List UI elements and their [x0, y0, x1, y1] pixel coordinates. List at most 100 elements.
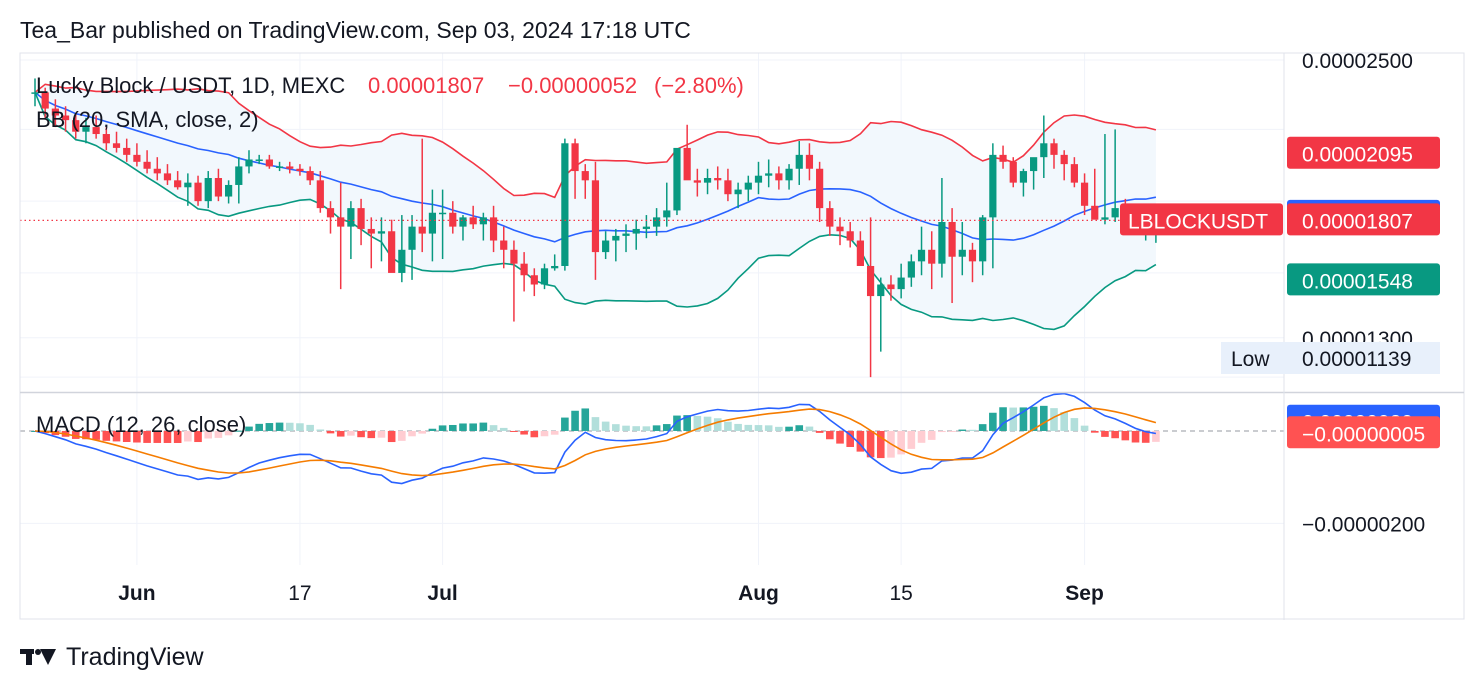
- candle: [968, 242, 977, 283]
- candle: [530, 268, 538, 297]
- candle-body: [194, 182, 202, 202]
- symbol-tag: LBLOCKUSDT: [1120, 203, 1283, 236]
- candle-body: [520, 263, 528, 276]
- histogram-bar: [673, 415, 681, 431]
- candle: [703, 168, 712, 195]
- candle-body: [61, 115, 70, 121]
- candle-body: [826, 208, 834, 227]
- candle-body: [255, 159, 263, 161]
- histogram-bar: [469, 423, 477, 431]
- histogram-bar: [112, 430, 121, 442]
- histogram-bar: [550, 430, 559, 435]
- candle: [958, 222, 966, 276]
- signal-line: [34, 407, 1157, 477]
- candle-body: [408, 226, 416, 250]
- symbol-label: Lucky Block / USDT, 1D, MEXC: [36, 73, 345, 98]
- candle: [754, 161, 763, 195]
- candle-body: [51, 108, 59, 116]
- candle-body: [693, 180, 701, 183]
- candle: [846, 222, 854, 248]
- candle: [439, 189, 447, 260]
- candle: [306, 166, 314, 185]
- candle: [1091, 168, 1099, 220]
- histogram-bar: [734, 423, 742, 431]
- histogram-bar: [948, 430, 956, 432]
- candle-body: [724, 180, 732, 195]
- histogram-bar: [724, 421, 732, 431]
- candle: [347, 201, 355, 260]
- candle: [795, 140, 803, 185]
- histogram-bar: [224, 430, 233, 436]
- candle: [500, 226, 508, 269]
- candle-body: [673, 147, 681, 211]
- candle: [632, 219, 640, 250]
- histogram-bar: [826, 430, 834, 440]
- candle: [775, 166, 783, 190]
- candle-body: [428, 212, 437, 234]
- candle: [928, 231, 936, 290]
- candle-body: [958, 249, 966, 257]
- candle: [286, 161, 294, 174]
- candle-body: [479, 217, 487, 225]
- histogram-bar: [764, 425, 773, 431]
- histogram-bar: [275, 422, 284, 431]
- histogram-bar: [163, 430, 172, 443]
- time-tick-label: Jun: [118, 582, 155, 605]
- candle: [163, 164, 172, 185]
- candle-body: [622, 233, 630, 236]
- candle: [877, 277, 885, 352]
- candle: [581, 164, 589, 199]
- candle-body: [795, 154, 803, 169]
- histogram-bar: [1090, 430, 1099, 433]
- histogram-bar: [1131, 430, 1140, 443]
- candle-body: [153, 168, 161, 174]
- candle: [1101, 134, 1109, 225]
- histogram-bar: [642, 426, 651, 431]
- candle: [265, 154, 273, 169]
- candle-body: [917, 249, 926, 262]
- histogram-bar: [387, 430, 396, 443]
- badge-text: 0.00001807: [1302, 210, 1413, 233]
- candle: [112, 131, 121, 153]
- candle-body: [765, 173, 773, 176]
- histogram-bar: [306, 424, 314, 431]
- histogram-bar: [143, 430, 151, 443]
- histogram-bar: [336, 430, 345, 437]
- histogram-bar: [398, 430, 406, 441]
- candle-body: [591, 180, 600, 253]
- histogram-bar: [408, 430, 416, 437]
- candle-body: [347, 208, 355, 227]
- badge-background: [1287, 203, 1440, 236]
- candle: [591, 161, 600, 280]
- macd-indicator-label: MACD (12, 26, close): [36, 412, 246, 437]
- candle: [153, 157, 161, 181]
- bb-upper-line: [34, 83, 1157, 199]
- candle-body: [510, 249, 518, 264]
- candle: [642, 215, 650, 239]
- histogram-bar: [245, 426, 253, 431]
- candle: [683, 124, 691, 181]
- macd-lines: [34, 392, 1157, 485]
- histogram-bar: [499, 427, 508, 431]
- legend: Lucky Block / USDT, 1D, MEXC 0.00001807 …: [36, 73, 744, 437]
- histogram-bar: [448, 424, 457, 431]
- low-label-background: [1221, 342, 1440, 374]
- candle: [571, 138, 579, 199]
- candle-body: [469, 217, 477, 225]
- low-label-tag: Low: [1231, 348, 1270, 371]
- candle-body: [326, 208, 335, 218]
- candle-body: [775, 173, 783, 181]
- candle-body: [459, 217, 467, 227]
- candle: [469, 205, 477, 229]
- candle: [388, 219, 396, 273]
- chart-canvas[interactable]: 0.000025000.00001300−0.000002000.0000209…: [0, 0, 1484, 640]
- histogram-bar: [836, 430, 844, 444]
- candle: [102, 127, 110, 151]
- candle: [887, 275, 895, 301]
- time-tick-label: 15: [889, 582, 912, 605]
- candle-body: [897, 277, 905, 290]
- histogram-bar: [958, 429, 967, 431]
- candle: [449, 201, 457, 234]
- badge-background: [1287, 416, 1440, 449]
- candle-body: [999, 154, 1007, 162]
